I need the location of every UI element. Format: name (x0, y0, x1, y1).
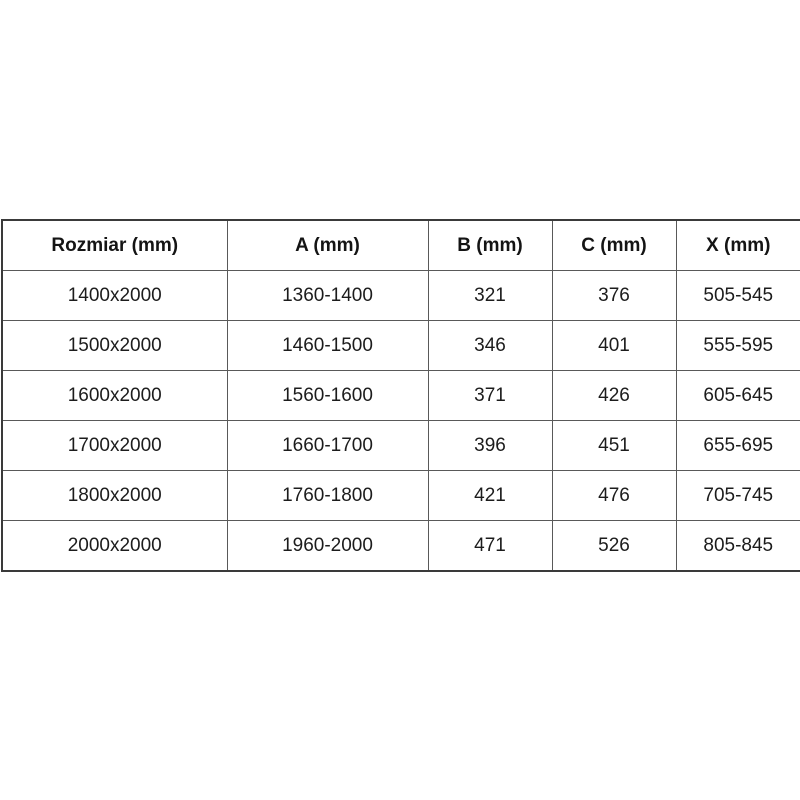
size-spec-table: Rozmiar (mm) A (mm) B (mm) C (mm) X (mm)… (1, 219, 800, 572)
table-row: 1700x2000 1660-1700 396 451 655-695 (1, 420, 800, 471)
cell-a: 1760-1800 (226, 470, 429, 521)
table-row: 1600x2000 1560-1600 371 426 605-645 (1, 370, 800, 421)
cell-size: 2000x2000 (1, 520, 228, 572)
cell-a: 1960-2000 (226, 520, 429, 572)
table-row: 1800x2000 1760-1800 421 476 705-745 (1, 470, 800, 521)
cell-c: 401 (551, 320, 677, 371)
cell-x: 805-845 (675, 520, 800, 572)
cell-size: 1600x2000 (1, 370, 228, 421)
table-row: 1400x2000 1360-1400 321 376 505-545 (1, 270, 800, 321)
column-header-rozmiar: Rozmiar (mm) (1, 219, 228, 271)
cell-size: 1700x2000 (1, 420, 228, 471)
cell-c: 476 (551, 470, 677, 521)
cell-b: 371 (427, 370, 553, 421)
table-row: 1500x2000 1460-1500 346 401 555-595 (1, 320, 800, 371)
cell-b: 421 (427, 470, 553, 521)
cell-a: 1460-1500 (226, 320, 429, 371)
cell-x: 555-595 (675, 320, 800, 371)
cell-c: 426 (551, 370, 677, 421)
cell-c: 376 (551, 270, 677, 321)
cell-b: 471 (427, 520, 553, 572)
cell-b: 346 (427, 320, 553, 371)
cell-x: 605-645 (675, 370, 800, 421)
cell-size: 1400x2000 (1, 270, 228, 321)
cell-b: 396 (427, 420, 553, 471)
cell-b: 321 (427, 270, 553, 321)
cell-size: 1500x2000 (1, 320, 228, 371)
column-header-b: B (mm) (427, 219, 553, 271)
column-header-x: X (mm) (675, 219, 800, 271)
cell-c: 451 (551, 420, 677, 471)
cell-x: 705-745 (675, 470, 800, 521)
cell-a: 1660-1700 (226, 420, 429, 471)
cell-a: 1560-1600 (226, 370, 429, 421)
column-header-a: A (mm) (226, 219, 429, 271)
cell-size: 1800x2000 (1, 470, 228, 521)
cell-x: 505-545 (675, 270, 800, 321)
cell-a: 1360-1400 (226, 270, 429, 321)
cell-x: 655-695 (675, 420, 800, 471)
cell-c: 526 (551, 520, 677, 572)
table-row: 2000x2000 1960-2000 471 526 805-845 (1, 520, 800, 572)
column-header-c: C (mm) (551, 219, 677, 271)
table-header-row: Rozmiar (mm) A (mm) B (mm) C (mm) X (mm) (1, 219, 800, 271)
